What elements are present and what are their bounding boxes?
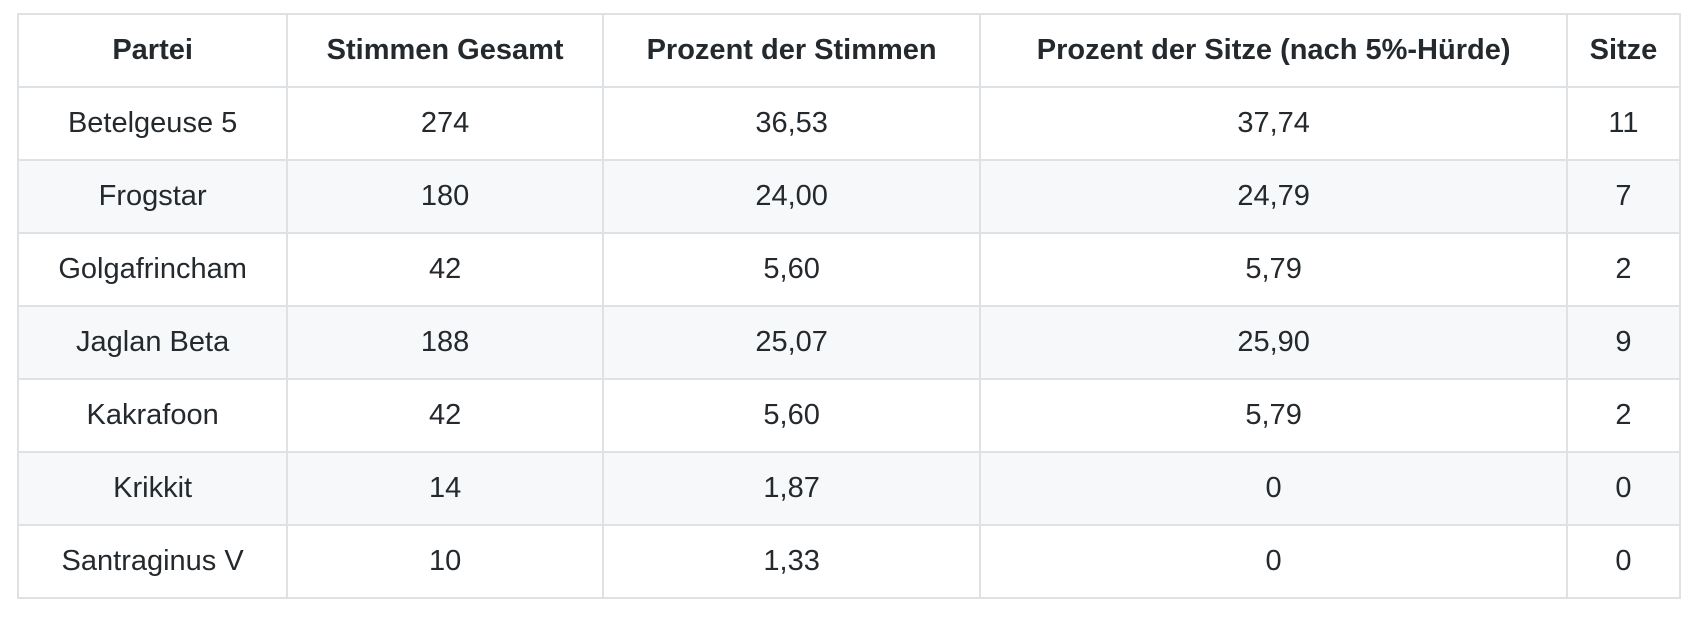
vote-percent-cell: 36,53 [601, 86, 982, 161]
vote-percent-cell: 24,00 [601, 159, 982, 234]
seats-cell: 2 [1565, 232, 1682, 307]
seat-percent-cell: 0 [979, 524, 1568, 599]
vote-percent-cell: 5,60 [601, 232, 982, 307]
votes-total-cell: 274 [286, 86, 604, 161]
table-row: Santraginus V 10 1,33 0 0 [16, 524, 1682, 599]
vote-percent-cell: 25,07 [601, 305, 982, 380]
column-header-prozent-der-sitze: Prozent der Sitze (nach 5%-Hürde) [979, 13, 1568, 88]
table-row: Jaglan Beta 188 25,07 25,90 9 [16, 305, 1682, 380]
column-header-stimmen-gesamt: Stimmen Gesamt [286, 13, 604, 88]
party-name-cell: Frogstar [16, 159, 289, 234]
seats-cell: 0 [1565, 451, 1682, 526]
votes-total-cell: 42 [286, 378, 604, 453]
seat-percent-cell: 24,79 [979, 159, 1568, 234]
votes-total-cell: 188 [286, 305, 604, 380]
votes-total-cell: 42 [286, 232, 604, 307]
votes-total-cell: 14 [286, 451, 604, 526]
seat-percent-cell: 25,90 [979, 305, 1568, 380]
seats-cell: 7 [1565, 159, 1682, 234]
table-row: Betelgeuse 5 274 36,53 37,74 11 [16, 86, 1682, 161]
votes-total-cell: 10 [286, 524, 604, 599]
party-name-cell: Krikkit [16, 451, 289, 526]
table-row: Frogstar 180 24,00 24,79 7 [16, 159, 1682, 234]
table-row: Golgafrincham 42 5,60 5,79 2 [16, 232, 1682, 307]
party-name-cell: Kakrafoon [16, 378, 289, 453]
table-row: Kakrafoon 42 5,60 5,79 2 [16, 378, 1682, 453]
seat-percent-cell: 5,79 [979, 378, 1568, 453]
party-name-cell: Golgafrincham [16, 232, 289, 307]
seat-percent-cell: 5,79 [979, 232, 1568, 307]
vote-percent-cell: 5,60 [601, 378, 982, 453]
vote-percent-cell: 1,87 [601, 451, 982, 526]
votes-total-cell: 180 [286, 159, 604, 234]
table-row: Krikkit 14 1,87 0 0 [16, 451, 1682, 526]
election-results-table: Partei Stimmen Gesamt Prozent der Stimme… [16, 13, 1682, 599]
party-name-cell: Betelgeuse 5 [16, 86, 289, 161]
seats-cell: 11 [1565, 86, 1682, 161]
party-name-cell: Santraginus V [16, 524, 289, 599]
seats-cell: 0 [1565, 524, 1682, 599]
party-name-cell: Jaglan Beta [16, 305, 289, 380]
seats-cell: 9 [1565, 305, 1682, 380]
seat-percent-cell: 37,74 [979, 86, 1568, 161]
table-header-row: Partei Stimmen Gesamt Prozent der Stimme… [16, 13, 1682, 88]
vote-percent-cell: 1,33 [601, 524, 982, 599]
column-header-sitze: Sitze [1565, 13, 1682, 88]
column-header-prozent-der-stimmen: Prozent der Stimmen [601, 13, 982, 88]
column-header-partei: Partei [16, 13, 289, 88]
seat-percent-cell: 0 [979, 451, 1568, 526]
seats-cell: 2 [1565, 378, 1682, 453]
